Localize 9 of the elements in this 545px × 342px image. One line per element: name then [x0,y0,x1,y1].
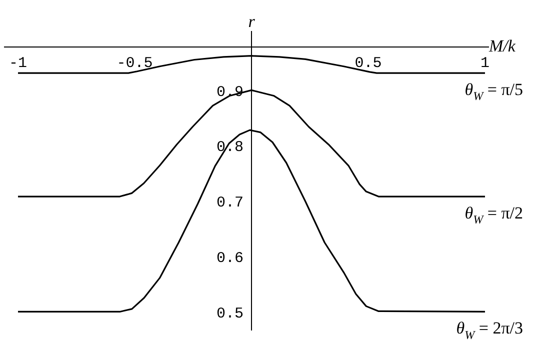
x-tick-label: 1 [480,54,490,72]
x-tick-label: 0.5 [354,54,382,72]
y-tick-label: 0.6 [216,250,244,267]
x-tick-label: -1 [8,54,28,72]
x-tick-label: -0.5 [116,54,153,72]
y-tick-label: 0.7 [216,194,244,212]
y-tick-label: 0.5 [216,305,244,322]
y-axis-title: r [248,12,256,31]
x-axis-title: M/k [488,36,516,56]
